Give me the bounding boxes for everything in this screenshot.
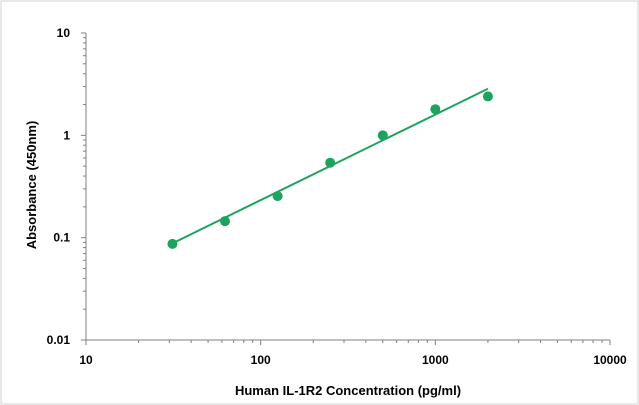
data-point <box>482 91 493 102</box>
axes <box>85 33 610 341</box>
tick-labels: 10 100 1000 10000 10 1 0.1 0.01 <box>47 26 627 367</box>
y-tick-label: 0.01 <box>47 333 71 347</box>
y-tick-label: 1 <box>63 128 70 142</box>
data-point <box>377 130 388 141</box>
y-axis-title: Absorbance (450nm) <box>24 121 39 250</box>
x-tick-label: 1000 <box>422 353 449 367</box>
data-point <box>220 216 231 227</box>
x-tick-label: 10000 <box>593 353 627 367</box>
y-tick-label: 0.1 <box>53 231 70 245</box>
data-point <box>272 191 283 202</box>
ticks <box>81 32 611 345</box>
data-point <box>430 104 441 115</box>
data-point <box>325 157 336 168</box>
x-tick-label: 100 <box>251 353 271 367</box>
data-points <box>167 91 493 249</box>
data-point <box>167 238 178 249</box>
y-tick-label: 10 <box>57 26 71 40</box>
x-tick-label: 10 <box>79 353 93 367</box>
x-axis-title: Human IL-1R2 Concentration (pg/ml) <box>235 383 461 398</box>
